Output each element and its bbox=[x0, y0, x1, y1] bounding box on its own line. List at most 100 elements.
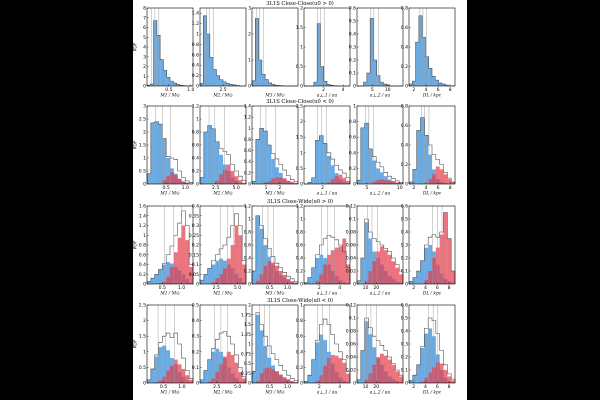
red-bar bbox=[447, 238, 452, 284]
red-bar bbox=[263, 368, 268, 383]
blue-bar bbox=[357, 379, 361, 383]
x-tick-label: 1.0 bbox=[187, 87, 194, 93]
blue-bar bbox=[209, 57, 214, 86]
blue-bar bbox=[311, 267, 316, 284]
red-bar bbox=[383, 180, 388, 184]
red-bar bbox=[290, 181, 295, 184]
y-tick-label: 0.5 bbox=[349, 19, 356, 25]
blue-bar bbox=[311, 359, 316, 383]
y-tick-label: 1 bbox=[143, 349, 146, 355]
blue-bar bbox=[211, 128, 216, 184]
red-bar bbox=[166, 176, 171, 184]
x-axis-label: a⊥,2 / au bbox=[370, 192, 390, 197]
y-tick-label: 1 bbox=[353, 104, 356, 110]
x-axis-label: M3 / M⊙ bbox=[264, 94, 284, 99]
blue-bar bbox=[200, 280, 204, 284]
red-bar bbox=[259, 373, 264, 383]
y-tick-label: 0 bbox=[405, 182, 408, 188]
y-tick-label: 3 bbox=[143, 54, 146, 60]
x-tick-label: 4 bbox=[338, 285, 341, 291]
red-bar bbox=[391, 181, 396, 184]
y-tick-label: 0.5 bbox=[192, 303, 199, 309]
red-bar bbox=[451, 380, 456, 383]
red-bar bbox=[327, 182, 331, 184]
blue-bar bbox=[211, 351, 216, 383]
red-bar bbox=[428, 271, 433, 284]
y-tick-label: 0.4 bbox=[192, 204, 199, 210]
y-tick-label: 0 bbox=[143, 282, 146, 288]
x-tick-label: 2.5 bbox=[213, 285, 220, 291]
outline-histogram bbox=[303, 234, 351, 284]
y-tick-label: 1.75 bbox=[241, 312, 251, 318]
y-tick-label: 0.2 bbox=[244, 269, 251, 275]
panel-frame bbox=[356, 7, 404, 87]
y-tick-label: 0.4 bbox=[349, 32, 356, 38]
blue-bar bbox=[252, 181, 256, 184]
blue-bar bbox=[211, 264, 216, 284]
y-tick-label: 0 bbox=[300, 282, 303, 288]
red-bar bbox=[181, 368, 186, 383]
x-tick-label: 4 bbox=[342, 87, 345, 93]
y-tick-label: 0 bbox=[405, 282, 408, 288]
outline-histogram bbox=[408, 117, 456, 184]
y-tick-label: 0.4 bbox=[401, 230, 408, 236]
panel-r2-c6: 0 0.2 0.4 0.6 0.8 2 4 6 8 DL / kpc bbox=[401, 104, 456, 197]
blue-bar bbox=[166, 350, 171, 383]
blue-bar bbox=[203, 370, 208, 383]
red-bar bbox=[432, 258, 436, 284]
panel-frame bbox=[146, 304, 194, 384]
blue-bar bbox=[147, 379, 151, 383]
panel-r4-c5: 0 0.02 0.04 0.06 0.08 0.1 0.12 10 20a⊥,2 / au bbox=[346, 303, 404, 396]
outline-histogram bbox=[251, 128, 299, 184]
x-axis-label: M1 / M⊙ bbox=[159, 391, 179, 396]
y-tick-label: 0.8 bbox=[296, 318, 303, 324]
y-tick-label: 0.2 bbox=[401, 64, 408, 70]
red-bar bbox=[380, 353, 384, 383]
x-tick-label: 5 bbox=[371, 87, 374, 93]
red-bar bbox=[226, 164, 231, 184]
red-bar bbox=[443, 370, 448, 383]
y-tick-label: 1.4 bbox=[192, 11, 199, 17]
red-bar bbox=[338, 174, 343, 184]
outline-histogram bbox=[251, 215, 299, 284]
red-bar bbox=[380, 179, 384, 184]
y-tick-label: 0.6 bbox=[192, 52, 199, 58]
blue-bar bbox=[330, 165, 335, 184]
red-bar bbox=[177, 178, 182, 184]
y-tick-label: 0.4 bbox=[244, 256, 251, 262]
x-tick-label: 6 bbox=[437, 185, 440, 191]
x-axis-label: M3 / M⊙ bbox=[264, 391, 284, 396]
blue-bar bbox=[412, 81, 416, 86]
y-tick-label: 0.5 bbox=[139, 365, 146, 371]
blue-bar bbox=[203, 132, 208, 184]
x-tick-label: 1.0 bbox=[182, 185, 189, 191]
y-tick-label: 0.1 bbox=[192, 365, 199, 371]
blue-bar bbox=[166, 77, 171, 86]
x-tick-label: 1.0 bbox=[284, 285, 291, 291]
red-bar bbox=[395, 371, 400, 383]
x-tick-label: 4 bbox=[424, 285, 427, 291]
red-bar bbox=[282, 178, 287, 184]
y-tick-label: 0 bbox=[300, 84, 303, 90]
y-tick-label: 0.5 bbox=[401, 316, 408, 322]
y-tick-label: 0 bbox=[248, 182, 251, 188]
blue-bar bbox=[327, 155, 331, 184]
red-bar bbox=[395, 182, 400, 184]
outline-histogram bbox=[199, 213, 247, 284]
blue-bar bbox=[435, 80, 439, 86]
x-tick-label: 4 bbox=[338, 384, 341, 390]
red-bar bbox=[162, 180, 167, 184]
blue-bar bbox=[327, 84, 331, 86]
red-bar bbox=[166, 370, 171, 383]
y-tick-label: 0.4 bbox=[192, 156, 199, 162]
y-tick-label: 0.2 bbox=[401, 162, 408, 168]
blue-bar bbox=[311, 177, 316, 184]
outline-histogram bbox=[304, 135, 351, 185]
y-tick-label: 1 bbox=[143, 74, 146, 80]
y-tick-label: 0.6 bbox=[296, 334, 303, 340]
blue-bar bbox=[357, 280, 361, 284]
x-tick-label: 0.5 bbox=[266, 285, 273, 291]
y-tick-label: 0.2 bbox=[296, 365, 303, 371]
blue-bar bbox=[263, 245, 268, 284]
red-bar bbox=[294, 182, 299, 184]
